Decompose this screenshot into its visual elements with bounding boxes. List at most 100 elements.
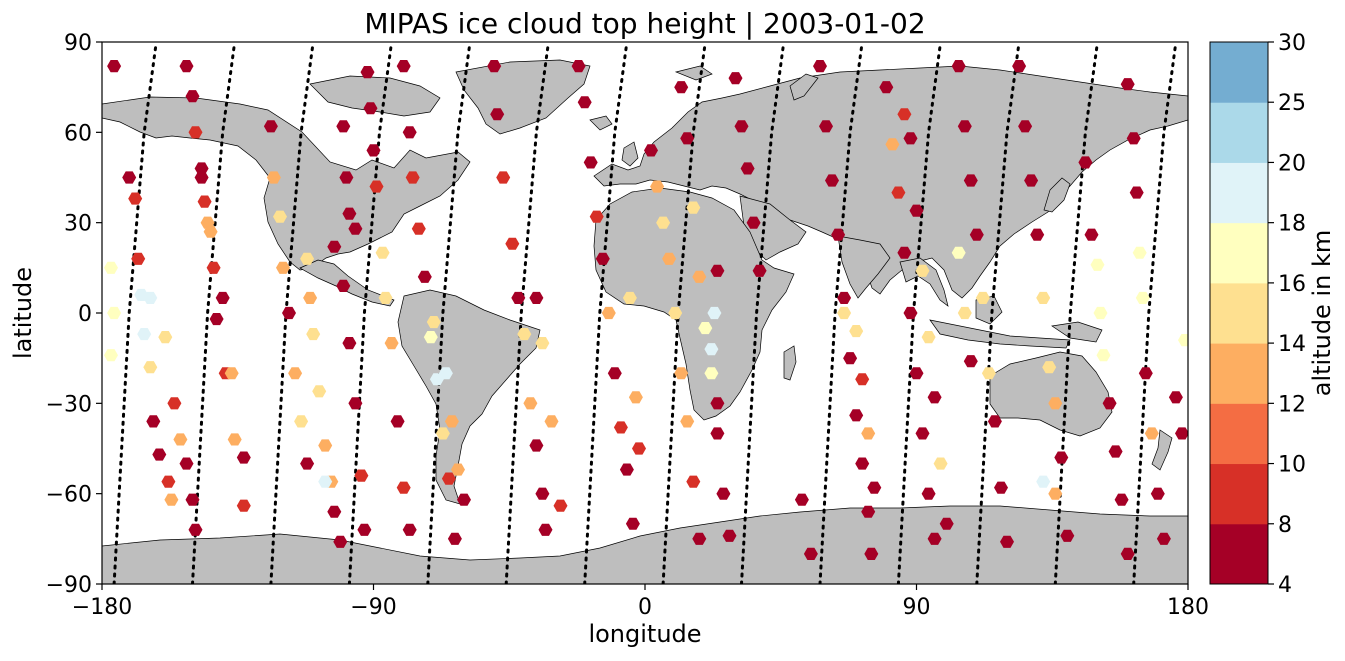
land-africa: [593, 187, 795, 421]
cloud-point: [327, 240, 342, 253]
cloud-point: [589, 210, 604, 223]
cloud-point: [674, 81, 689, 94]
cloud-point: [632, 442, 646, 455]
cloud-point: [837, 306, 852, 320]
orbit-track-13: [1132, 42, 1178, 584]
y-tick-label: −90: [46, 573, 92, 598]
land-north-america: [102, 96, 471, 271]
cloud-point: [185, 493, 200, 506]
cloud-point: [447, 532, 462, 545]
cloud-point: [375, 246, 390, 259]
cloud-point: [662, 252, 677, 265]
cloud-point: [529, 291, 544, 304]
cloud-point: [318, 475, 333, 488]
cloud-point: [583, 156, 598, 169]
cloud-point: [179, 457, 194, 470]
x-axis-label: longitude: [588, 620, 701, 648]
cloud-point: [339, 171, 354, 184]
cloud-point: [861, 427, 876, 440]
y-tick-label: 30: [64, 212, 92, 237]
cloud-point: [444, 415, 459, 428]
cloud-point: [535, 337, 550, 350]
cloud-point: [164, 493, 179, 506]
cloud-point: [224, 367, 239, 380]
cloud-point: [692, 270, 707, 283]
x-tick-label: −90: [350, 595, 396, 620]
cloud-point: [625, 517, 640, 530]
cloud-point: [619, 463, 634, 476]
cloud-point: [423, 331, 438, 344]
colorbar-segment: [1210, 403, 1268, 465]
cloud-point: [104, 349, 118, 362]
cloud-point: [607, 367, 622, 380]
cloud-point: [710, 427, 725, 440]
cloud-point: [511, 291, 526, 304]
cloud-point: [855, 373, 870, 386]
cloud-point: [710, 264, 725, 277]
orbit-track-2: [269, 42, 315, 584]
cloud-point: [517, 328, 532, 341]
cloud-point: [122, 171, 137, 184]
cloud-point: [1156, 532, 1171, 545]
cloud-point: [879, 81, 894, 94]
y-axis-ticks: 90 60 30 0 −30 −60 −90: [46, 31, 102, 598]
cloud-point: [704, 343, 719, 356]
cloud-point: [336, 279, 351, 292]
cloud-point: [390, 415, 405, 428]
cloud-point: [825, 174, 839, 187]
colorbar-tick-label: 30: [1278, 31, 1306, 56]
cloud-point: [1000, 535, 1014, 548]
orbit-track-6: [583, 42, 629, 584]
cloud-point: [553, 499, 568, 512]
cloud-point: [746, 216, 761, 229]
cloud-point: [1138, 367, 1153, 380]
orbit-track-11: [975, 42, 1021, 584]
cloud-point: [794, 493, 809, 506]
x-tick-label: 0: [638, 595, 652, 620]
cloud-point: [628, 391, 643, 404]
cloud-point: [680, 132, 695, 145]
cloud-point: [885, 138, 900, 151]
cloud-point: [963, 355, 978, 368]
land-new-zealand: [1151, 429, 1173, 471]
cloud-point: [303, 291, 318, 304]
cloud-point: [429, 373, 444, 386]
cloud-point: [236, 499, 251, 512]
cloud-point: [710, 397, 725, 410]
cloud-point: [366, 144, 381, 157]
cloud-point: [300, 457, 315, 470]
cloud-point: [236, 451, 251, 464]
cloud-point: [378, 291, 393, 304]
cloud-point: [1078, 156, 1093, 169]
cloud-point: [405, 171, 420, 184]
y-tick-label: −30: [46, 392, 92, 417]
cloud-point: [752, 264, 767, 277]
y-tick-label: −60: [46, 483, 92, 508]
cloud-point: [107, 306, 122, 320]
cloud-point: [203, 225, 218, 238]
cloud-point: [803, 547, 818, 560]
cloud-point: [185, 90, 200, 103]
cloud-point: [1178, 334, 1188, 347]
cloud-point: [1175, 427, 1188, 440]
cloud-point: [963, 174, 978, 187]
cloud-point: [1129, 186, 1144, 199]
cloud-point: [1012, 60, 1027, 73]
cloud-point: [1120, 78, 1135, 91]
cloud-point: [441, 472, 456, 485]
cloud-point: [487, 60, 502, 73]
cloud-point: [957, 306, 972, 320]
colorbar-tick-label: 25: [1278, 91, 1306, 116]
cloud-point: [909, 367, 924, 380]
cloud-point: [909, 204, 924, 217]
cloud-point: [686, 475, 701, 488]
cloud-point: [300, 252, 315, 265]
cloud-point: [143, 361, 158, 374]
colorbar-tick-label: 8: [1278, 513, 1292, 538]
land-arctic-islands: [309, 75, 441, 117]
land-uk: [621, 141, 639, 167]
cloud-point: [1108, 445, 1123, 458]
cloud-point: [490, 108, 505, 121]
land-japan: [1043, 177, 1071, 213]
